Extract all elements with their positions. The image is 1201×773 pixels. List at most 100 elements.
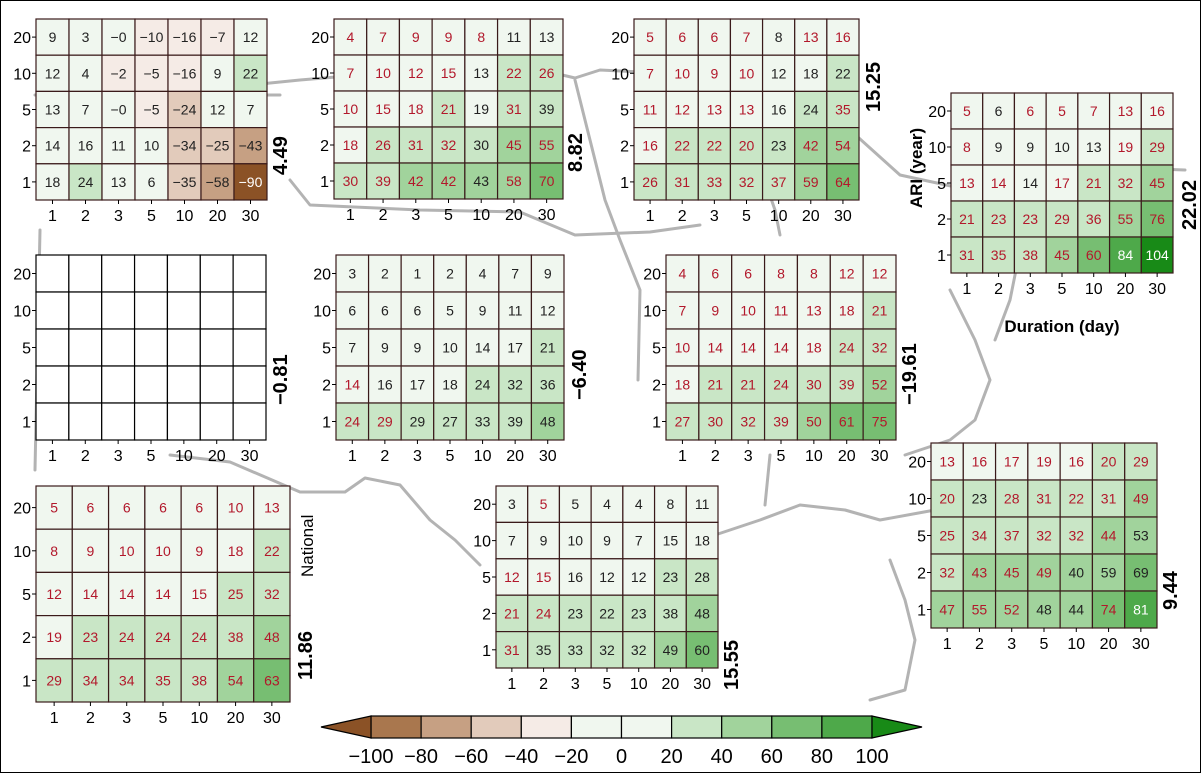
- cell-value-label: 37: [771, 174, 787, 190]
- cell-value-label: 10: [343, 101, 359, 117]
- heatmap-cell: [622, 630, 656, 669]
- cell-value-label: 17: [1004, 454, 1020, 470]
- cell-value-label: 49: [1133, 491, 1149, 507]
- cell-value-label: 24: [191, 629, 207, 645]
- cell-value-label: 21: [540, 340, 556, 356]
- cell-value-label: 18: [806, 340, 822, 356]
- y-tick-label: 5: [22, 341, 31, 358]
- cell-value-label: 28: [1004, 491, 1020, 507]
- heatmap-cell: [233, 54, 268, 93]
- cell-value-label: 64: [835, 174, 851, 190]
- colorbar-tick-label: 40: [711, 746, 733, 768]
- heatmap-cell: [71, 528, 110, 574]
- cell-value-label: 32: [631, 642, 647, 658]
- cell-value-label: 12: [243, 29, 259, 45]
- cell-value-label: 10: [675, 340, 691, 356]
- cell-value-label: 53: [1133, 528, 1149, 544]
- cell-value-label: 8: [667, 496, 675, 512]
- heatmap-cell: [35, 291, 70, 330]
- cell-value-label: 19: [46, 629, 62, 645]
- cell-value-label: −58: [206, 174, 230, 190]
- heatmap-cell: [590, 630, 624, 669]
- x-tick-label: 20: [209, 208, 227, 225]
- map-boundary: [288, 178, 702, 237]
- x-tick-label: 3: [122, 710, 131, 727]
- y-tick-label: 5: [620, 103, 629, 120]
- cell-value-label: 26: [375, 137, 391, 153]
- cell-value-label: 16: [972, 454, 988, 470]
- heatmap-cell: [1108, 92, 1142, 130]
- y-tick-label: 1: [917, 603, 926, 620]
- cell-value-label: 14: [773, 340, 789, 356]
- heatmap-cell: [232, 365, 267, 404]
- colorbar-segment: [721, 715, 773, 739]
- heatmap-cell: [180, 528, 219, 574]
- cell-value-label: 9: [544, 266, 552, 282]
- cell-value-label: 14: [119, 586, 135, 602]
- heatmap-cell: [796, 402, 831, 441]
- cell-value-label: 7: [346, 65, 354, 81]
- x-tick-label: 5: [742, 208, 751, 225]
- heatmap-cell: [68, 402, 103, 441]
- heatmap-cell: [930, 516, 964, 555]
- cell-value-label: 63: [264, 672, 280, 688]
- heatmap-cell: [994, 442, 1029, 481]
- cell-value-label: 38: [663, 605, 679, 621]
- cell-value-label: 44: [1068, 602, 1084, 618]
- y-tick-label: 20: [908, 455, 926, 472]
- cell-value-label: 18: [228, 543, 244, 559]
- heatmap-cell: [464, 126, 499, 164]
- cell-value-label: 6: [148, 174, 156, 190]
- heatmap-cell: [180, 614, 219, 660]
- heatmap-cell: [529, 18, 564, 56]
- cell-value-label: 10: [144, 138, 160, 154]
- heatmap-cell: [1045, 236, 1079, 274]
- cell-value-label: 5: [446, 303, 454, 319]
- cell-value-label: 1: [414, 266, 422, 282]
- cell-value-label: −16: [173, 29, 197, 45]
- x-tick-label: 30: [242, 208, 260, 225]
- heatmap-panel: 20 10 5 2 11 2 3 5 10 20 30 −0.81: [13, 254, 292, 465]
- y-tick-label: 2: [917, 566, 926, 583]
- cell-value-label: 13: [539, 29, 555, 45]
- heatmap-cell: [366, 18, 401, 56]
- heatmap-cell: [1059, 479, 1094, 518]
- cell-value-label: 16: [567, 569, 583, 585]
- heatmap-cell: [1140, 200, 1174, 238]
- heatmap-cell: [134, 54, 169, 93]
- y-tick-label: 5: [22, 587, 31, 604]
- cell-value-label: 81: [1133, 602, 1149, 618]
- cell-value-label: 22: [835, 65, 851, 81]
- cell-value-label: 23: [991, 211, 1007, 227]
- heatmap-cell: [763, 328, 799, 367]
- cell-value-label: 49: [1036, 565, 1052, 581]
- cell-value-label: 19: [1118, 139, 1134, 155]
- cell-value-label: 40: [1068, 565, 1084, 581]
- x-tick-label: 2: [994, 281, 1003, 298]
- heatmap-cell: [826, 163, 860, 201]
- cell-value-label: 44: [1101, 528, 1117, 544]
- cell-value-label: 55: [1118, 211, 1134, 227]
- heatmap-cell: [729, 163, 764, 201]
- cell-value-label: 14: [1022, 175, 1038, 191]
- heatmap-cell: [697, 90, 732, 129]
- cell-value-label: 31: [504, 642, 520, 658]
- x-tick-label: 20: [802, 208, 820, 225]
- cell-value-label: 30: [707, 414, 723, 430]
- x-tick-label: 5: [1058, 281, 1067, 298]
- cell-value-label: 38: [228, 629, 244, 645]
- heatmap-cell: [35, 254, 70, 293]
- y-tick-label: 10: [313, 304, 331, 321]
- x-tick-label: 2: [975, 636, 984, 653]
- heatmap-cell: [464, 54, 499, 92]
- y-tick-label: 20: [13, 30, 31, 47]
- x-tick-label: 10: [770, 208, 788, 225]
- cell-value-label: 24: [344, 414, 360, 430]
- x-tick-label: 30: [241, 448, 259, 465]
- colorbar-tick-label: 0: [616, 746, 627, 768]
- x-tick-label: 30: [263, 710, 281, 727]
- cell-value-label: 4: [679, 266, 687, 282]
- x-tick-label: 20: [227, 710, 245, 727]
- cell-value-label: 84: [1118, 247, 1134, 263]
